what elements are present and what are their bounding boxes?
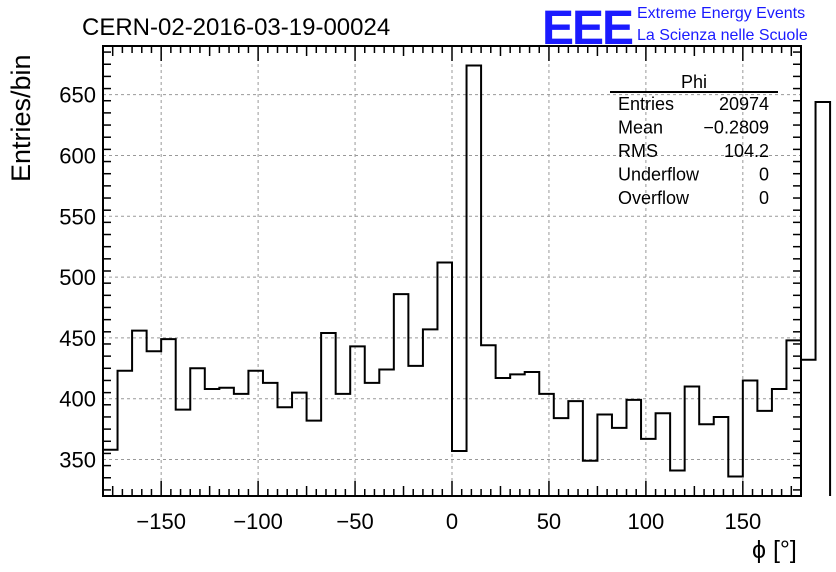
stats-box: Phi Entries 20974 Mean −0.2809 RMS 104.2 Under… xyxy=(610,72,778,208)
x-tick-label: 100 xyxy=(628,509,665,534)
histogram-bin xyxy=(379,370,394,496)
histogram-bin xyxy=(292,393,307,496)
y-tick-label: 550 xyxy=(59,204,96,229)
histogram-bin xyxy=(394,294,409,496)
y-tick-label: 350 xyxy=(59,448,96,473)
histogram-bin xyxy=(656,413,671,496)
histogram-bin xyxy=(118,371,133,496)
x-tick-label: 0 xyxy=(446,509,458,534)
histogram-bin xyxy=(714,417,729,496)
histogram-bin xyxy=(423,329,438,496)
histogram-bin xyxy=(161,339,176,496)
histogram-bin xyxy=(219,388,234,496)
histogram-bin xyxy=(568,401,583,496)
histogram-bin xyxy=(103,450,118,496)
histogram-bin xyxy=(408,366,423,496)
histogram-bin xyxy=(190,368,205,496)
stats-title: Phi xyxy=(681,72,707,92)
histogram-bin xyxy=(583,461,598,496)
histogram-bin xyxy=(496,378,511,496)
y-tick-label: 650 xyxy=(59,83,96,108)
histogram-bin xyxy=(234,394,249,496)
stats-row-label: Entries xyxy=(618,94,674,114)
histogram-bin xyxy=(321,333,336,496)
histogram-bin xyxy=(350,346,365,496)
stats-row-value: −0.2809 xyxy=(703,118,769,138)
histogram-bin xyxy=(452,451,467,496)
histogram-bin xyxy=(670,470,685,496)
y-axis-label: Entries/bin xyxy=(6,54,36,182)
histogram-bin xyxy=(627,400,642,496)
histogram-bin xyxy=(641,439,656,496)
histogram-bin xyxy=(801,360,816,496)
histogram-bin xyxy=(467,65,482,496)
histogram-bin xyxy=(554,418,569,496)
histogram-bin xyxy=(205,389,220,496)
stats-row-label: Underflow xyxy=(618,165,700,185)
histogram-bin xyxy=(685,387,700,496)
logo-line-2: La Scienza nelle Scuole xyxy=(637,27,808,44)
y-tick-label: 600 xyxy=(59,143,96,168)
stats-row-value: 20974 xyxy=(719,94,769,114)
histogram-bin xyxy=(539,394,554,496)
histogram-bin xyxy=(772,389,787,496)
histogram-bin xyxy=(336,394,351,496)
chart-title: CERN-02-2016-03-19-00024 xyxy=(82,14,390,41)
x-axis-ticks: −150 −100 −50 0 50 100 150 xyxy=(111,46,793,534)
histogram-bin xyxy=(597,415,612,496)
histogram-bin xyxy=(307,421,322,496)
x-tick-label: 50 xyxy=(537,509,561,534)
y-axis-ticks: 350 400 450 500 550 600 650 xyxy=(59,51,801,491)
logo-line-1: Extreme Energy Events xyxy=(637,5,805,22)
histogram-bin xyxy=(786,340,801,496)
stats-row-label: RMS xyxy=(618,141,658,161)
histogram-bin xyxy=(176,410,191,496)
x-tick-label: −150 xyxy=(136,509,186,534)
histogram-bin xyxy=(525,372,540,496)
histogram-bin xyxy=(481,345,496,496)
stats-rows: Entries 20974 Mean −0.2809 RMS 104.2 Underflow… xyxy=(618,94,769,208)
x-tick-label: 150 xyxy=(724,509,761,534)
stats-row-value: 0 xyxy=(759,165,769,185)
histogram-bin xyxy=(816,102,831,496)
x-tick-label: −100 xyxy=(233,509,283,534)
stats-row-label: Overflow xyxy=(618,188,690,208)
histogram-bin xyxy=(612,428,627,496)
histogram-outline xyxy=(102,64,832,496)
y-tick-label: 500 xyxy=(59,265,96,290)
x-axis-label: ϕ [°] xyxy=(752,536,797,564)
histogram-bin xyxy=(263,383,278,496)
stats-row-value: 104.2 xyxy=(724,141,769,161)
x-tick-label: −50 xyxy=(336,509,373,534)
histogram-series xyxy=(102,64,832,496)
histogram-bin xyxy=(278,407,293,496)
histogram-bin xyxy=(437,262,452,496)
y-tick-label: 450 xyxy=(59,326,96,351)
stats-row-value: 0 xyxy=(759,188,769,208)
histogram-bin xyxy=(757,411,772,496)
histogram-bin xyxy=(365,383,380,496)
histogram-bin xyxy=(728,477,743,496)
y-tick-label: 400 xyxy=(59,387,96,412)
histogram-bin xyxy=(510,374,525,496)
histogram-bin xyxy=(248,371,263,496)
histogram-bin xyxy=(132,331,147,496)
histogram-bin xyxy=(743,380,758,496)
stats-row-label: Mean xyxy=(618,118,663,138)
histogram-bin xyxy=(147,351,162,496)
histogram-bin xyxy=(699,424,714,496)
